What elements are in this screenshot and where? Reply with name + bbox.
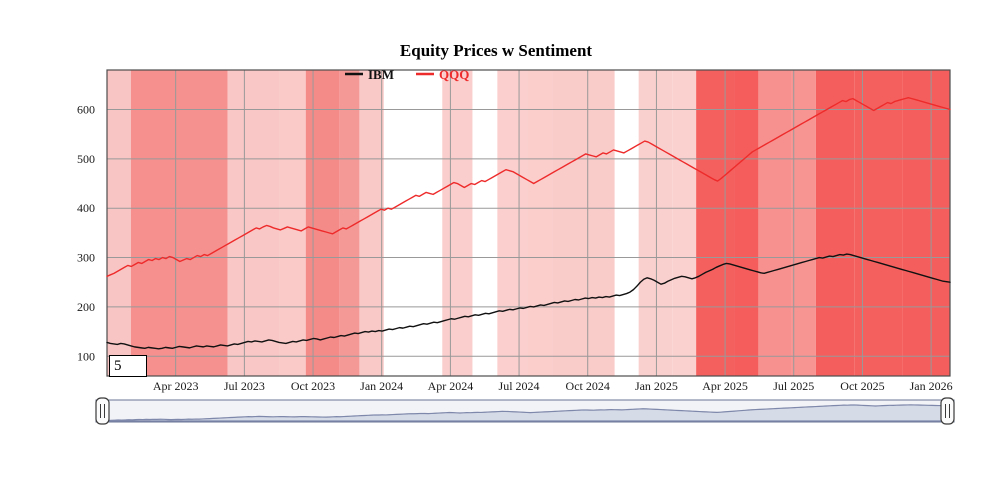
sentiment-band [442,70,473,376]
legend-label: IBM [368,67,394,82]
gridline-group [107,108,950,357]
series-line-qqq [106,96,951,277]
x-axis-ticks: Apr 2023 Jul 2023 Oct 2023 Jan 2024 Apr 2024… [153,379,953,393]
sentiment-band [758,70,792,376]
chart-legend: IBM QQQ [345,67,469,82]
sentiment-band [854,70,903,376]
series-group [106,96,951,350]
x-tick-label: Jul 2025 [773,379,814,393]
sentiment-band [107,70,131,376]
sentiment-band [614,70,639,376]
range-handle-left[interactable] [95,397,110,425]
series-line-ibm [106,253,951,350]
range-handle-right-body[interactable] [940,397,955,425]
sentiment-band [305,70,340,376]
range-navigator[interactable] [95,397,955,425]
sentiment-band [815,70,855,376]
sentiment-band [791,70,816,376]
x-tick-label: Apr 2023 [153,379,199,393]
x-tick-label: Jul 2024 [499,379,540,393]
y-tick-label: 500 [77,152,95,166]
y-tick-label: 300 [77,251,95,265]
sentiment-band [175,70,228,376]
page-title: Equity Prices w Sentiment [400,41,593,60]
sentiment-band [279,70,306,376]
sentiment-band [497,70,528,376]
sentiment-band [359,70,384,376]
value-input[interactable] [109,355,147,377]
x-tick-label: Oct 2025 [840,379,884,393]
x-tick-label: Oct 2024 [566,379,610,393]
x-tick-label: Jan 2024 [360,379,403,393]
x-tick-label: Jan 2025 [635,379,678,393]
sentiment-band [130,70,176,376]
sentiment-band [552,70,615,376]
sentiment-band [472,70,498,376]
x-tick-label: Jul 2023 [224,379,265,393]
x-tick-label: Oct 2023 [291,379,335,393]
x-tick-label: Jan 2026 [910,379,953,393]
range-handle-left-body[interactable] [95,397,110,425]
x-tick-label: Apr 2025 [702,379,748,393]
sentiment-band-group [107,70,950,376]
sentiment-band [734,70,759,376]
plot-border [106,69,951,377]
y-tick-label: 600 [77,102,95,116]
sentiment-band [339,70,360,376]
y-tick-label: 200 [77,300,95,314]
range-handle-right[interactable] [940,397,955,425]
sentiment-band [383,70,443,376]
y-tick-label: 100 [77,349,95,363]
sentiment-band [527,70,553,376]
sentiment-band [638,70,673,376]
y-tick-label: 400 [77,201,95,215]
y-axis-ticks: 100 200 300 400 500 600 [77,102,95,363]
legend-label: QQQ [439,67,469,82]
vertical-gridline-group [175,70,932,376]
x-tick-label: Apr 2024 [428,379,474,393]
sentiment-band [696,70,735,376]
sentiment-band [902,70,950,376]
sentiment-band [672,70,697,376]
navigator-area [96,404,954,422]
sentiment-band [227,70,280,376]
